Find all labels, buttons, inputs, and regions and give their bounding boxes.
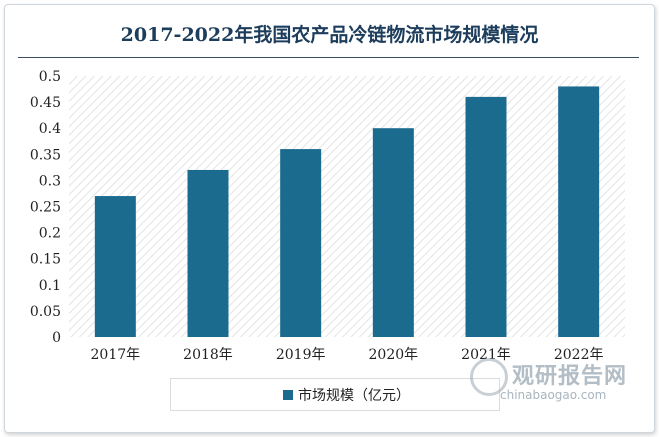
y-tick-label: 0.4 — [39, 121, 61, 137]
watermark: 观研报告网 chinabaogao.com — [470, 356, 630, 406]
legend: 市场规模（亿元） — [170, 378, 500, 411]
bar-5 — [558, 86, 600, 337]
watermark-url: chinabaogao.com — [500, 388, 607, 402]
watermark-name: 观研报告网 — [512, 364, 628, 389]
x-tick-label: 2018年 — [183, 347, 233, 363]
y-tick-label: 0.2 — [39, 226, 61, 242]
bar-2 — [280, 149, 322, 337]
y-tick-label: 0.1 — [39, 278, 61, 294]
chart-title: 2017-2022年我国农产品冷链物流市场规模情况 — [120, 24, 539, 46]
bar-4 — [465, 96, 507, 337]
bar-3 — [372, 128, 414, 337]
y-tick-label: 0.05 — [30, 304, 61, 320]
x-tick-label: 2022年 — [554, 347, 604, 363]
x-tick-label: 2017年 — [91, 347, 141, 363]
y-tick-label: 0.3 — [39, 173, 61, 189]
plot-area — [69, 76, 625, 337]
legend-label: 市场规模（亿元） — [298, 388, 410, 404]
x-tick-label: 2020年 — [369, 347, 419, 363]
legend-swatch — [283, 390, 293, 400]
x-tick-label: 2019年 — [276, 347, 326, 363]
x-tick-label: 2021年 — [461, 347, 511, 363]
watermark-logo-icon — [470, 358, 508, 396]
y-tick-label: 0.25 — [30, 200, 61, 216]
bar-0 — [94, 196, 136, 337]
bar-1 — [187, 169, 229, 337]
y-tick-label: 0.5 — [39, 69, 61, 85]
y-tick-label: 0.35 — [30, 147, 61, 163]
y-tick-label: 0 — [52, 330, 61, 346]
y-tick-label: 0.45 — [30, 95, 61, 111]
title-divider — [18, 57, 639, 58]
y-tick-label: 0.15 — [30, 252, 61, 268]
